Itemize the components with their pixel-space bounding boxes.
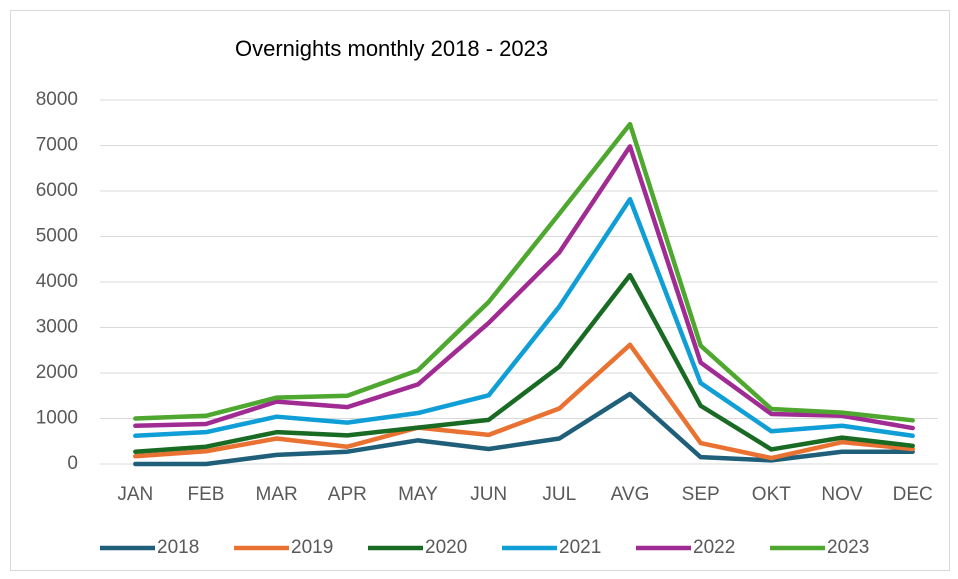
series-line xyxy=(133,196,915,439)
y-tick-label: 4000 xyxy=(36,271,78,292)
legend-label: 2021 xyxy=(559,537,601,558)
y-tick-label: 5000 xyxy=(36,226,78,247)
chart-border xyxy=(10,10,950,571)
x-tick-label: MAY xyxy=(398,484,438,505)
x-tick-label: JUL xyxy=(542,484,576,505)
chart-title: Overnights monthly 2018 - 2023 xyxy=(235,36,548,61)
series-line xyxy=(133,391,915,467)
y-tick-label: 7000 xyxy=(36,135,78,156)
x-tick-label: OKT xyxy=(752,484,791,505)
y-tick-label: 1000 xyxy=(36,408,78,429)
y-tick-label: 3000 xyxy=(36,317,78,338)
series-line xyxy=(133,144,915,431)
x-tick-label: NOV xyxy=(821,484,863,505)
x-tick-label: FEB xyxy=(188,484,225,505)
series-line xyxy=(133,121,915,423)
x-tick-label: AVG xyxy=(611,484,650,505)
legend-label: 2020 xyxy=(425,537,467,558)
series-line xyxy=(133,342,915,461)
legend-label: 2019 xyxy=(291,537,333,558)
x-tick-label: JAN xyxy=(117,484,153,505)
x-tick-label: MAR xyxy=(256,484,298,505)
legend-label: 2023 xyxy=(827,537,869,558)
legend-label: 2022 xyxy=(693,537,735,558)
y-tick-label: 2000 xyxy=(36,362,78,383)
legend-label: 2018 xyxy=(157,537,199,558)
x-tick-label: SEP xyxy=(682,484,720,505)
y-tick-label: 0 xyxy=(67,453,78,474)
x-tick-label: APR xyxy=(328,484,367,505)
x-tick-label: JUN xyxy=(470,484,507,505)
x-tick-label: DEC xyxy=(893,484,933,505)
series-line xyxy=(133,272,915,454)
y-tick-label: 6000 xyxy=(36,180,78,201)
y-tick-label: 8000 xyxy=(36,89,78,110)
